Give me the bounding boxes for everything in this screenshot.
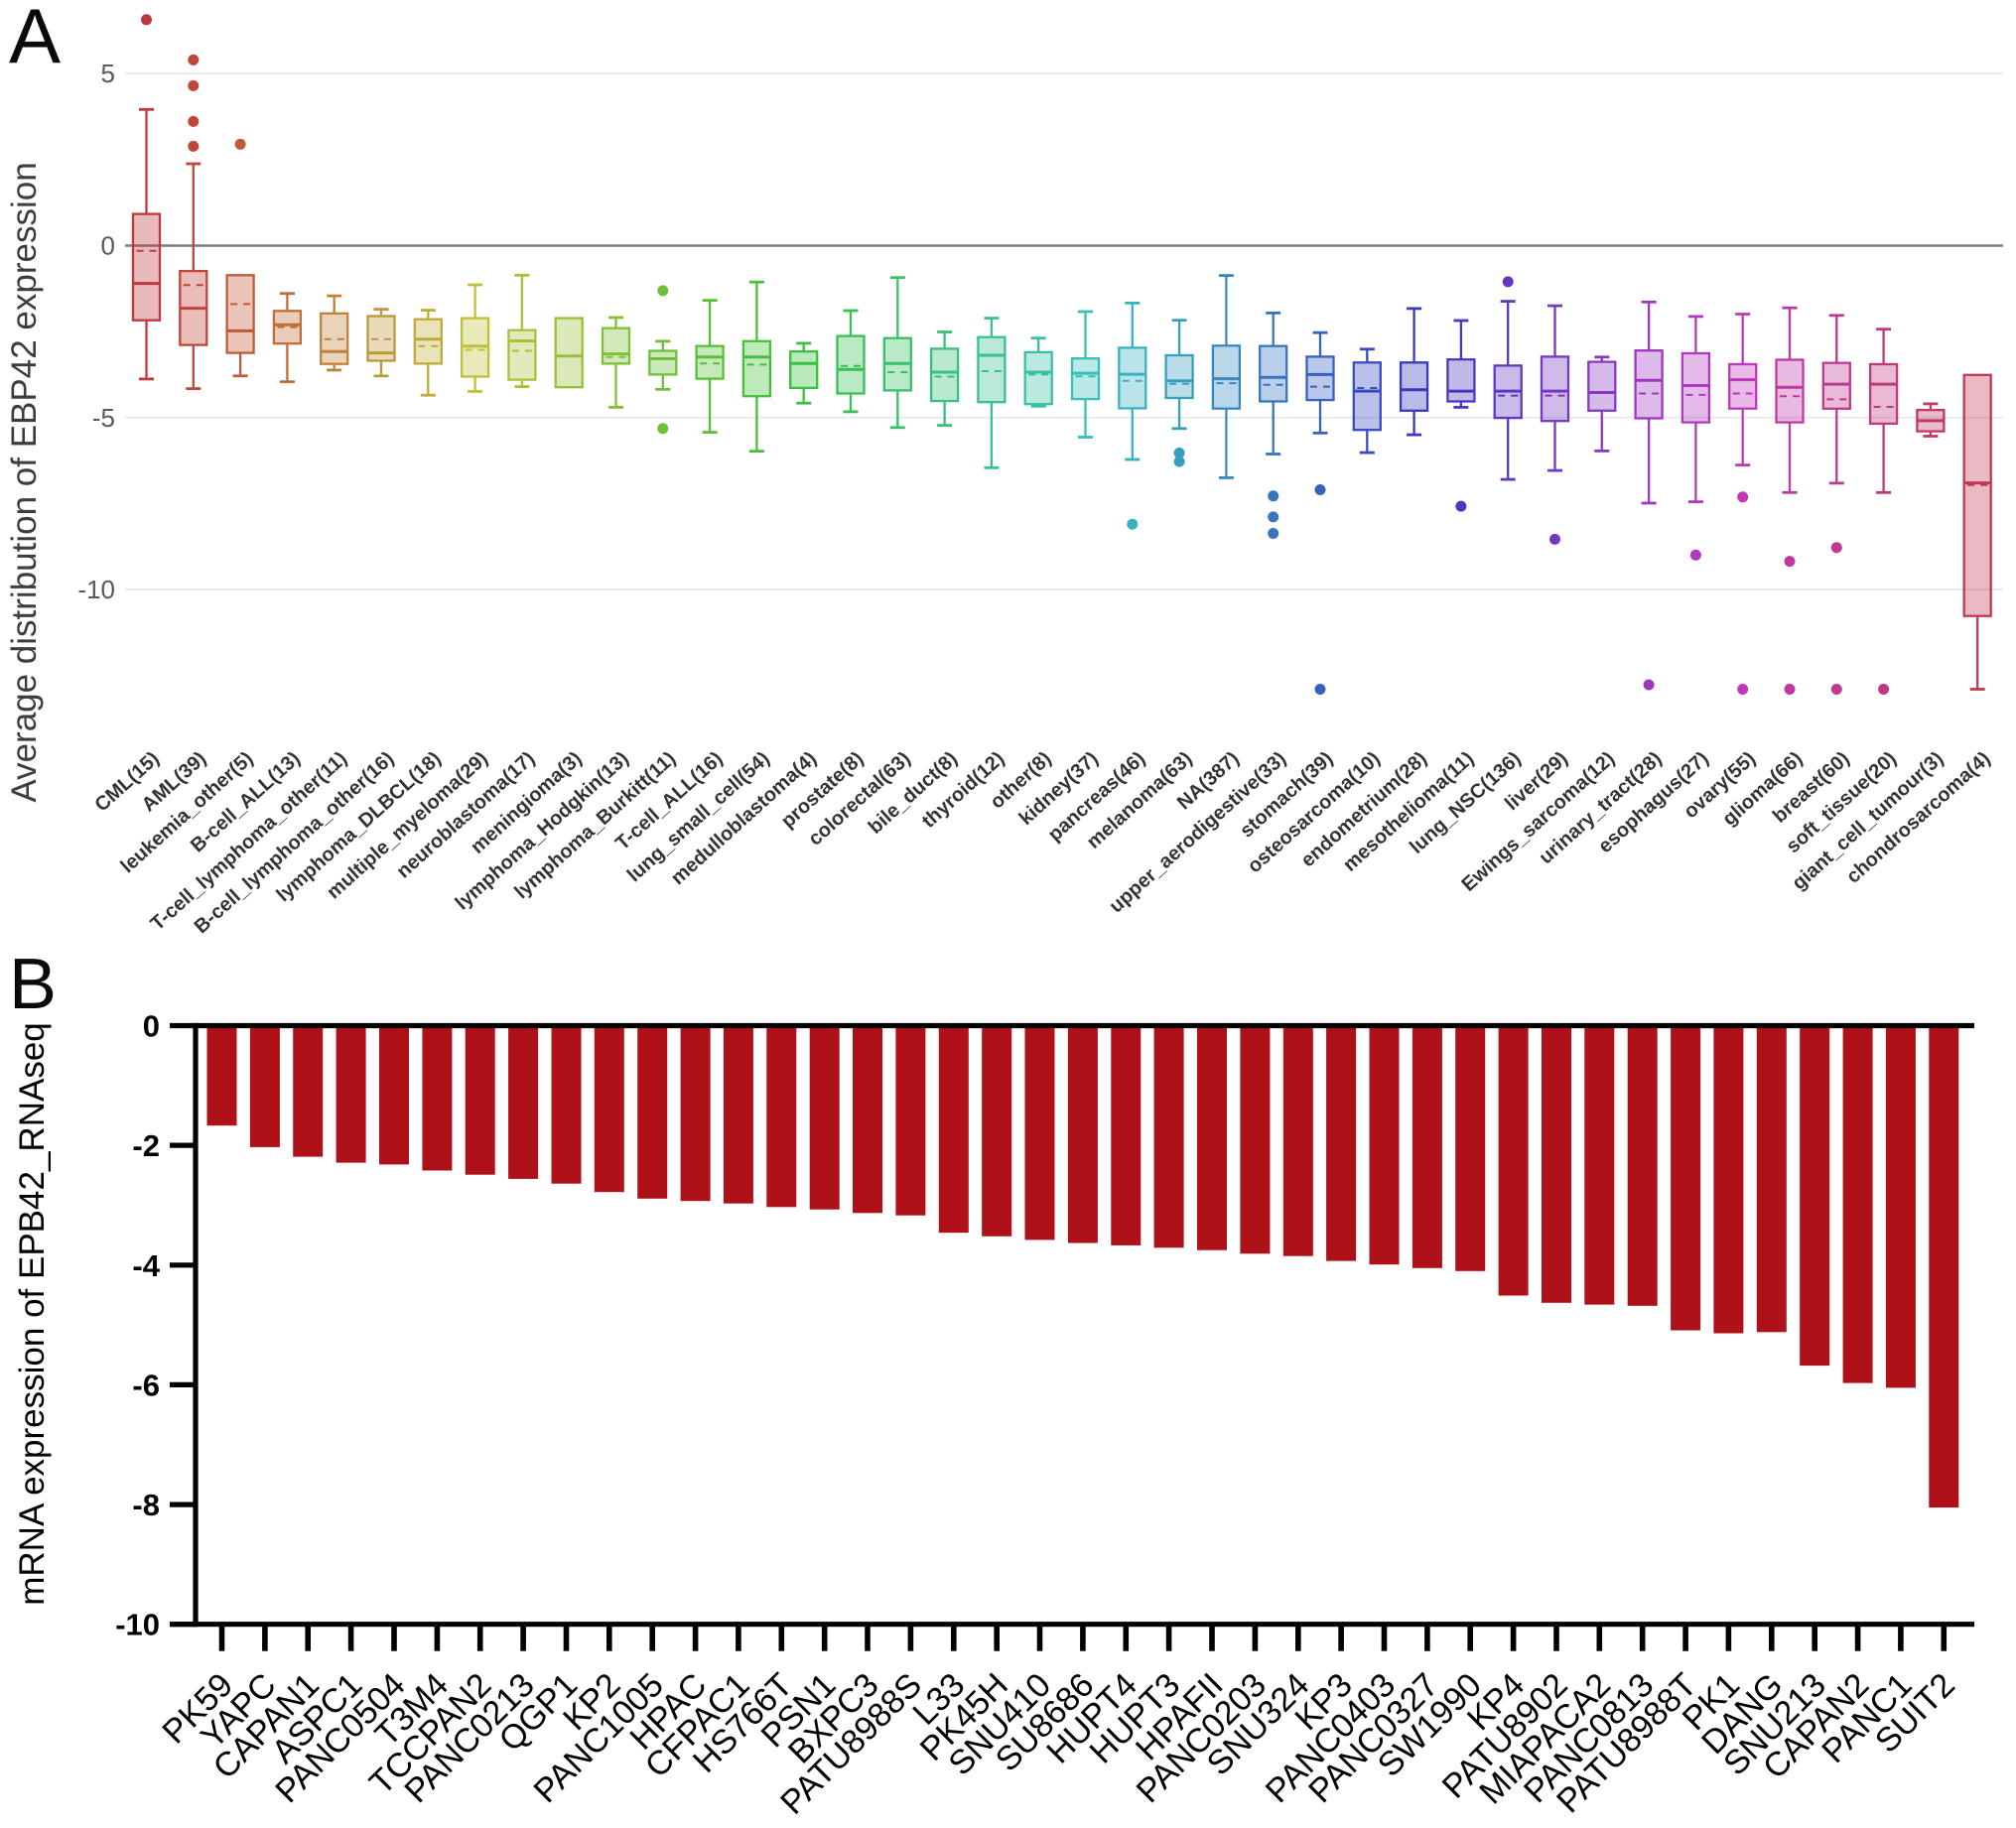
svg-text:-2: -2 [132, 1128, 160, 1163]
svg-text:0: 0 [143, 1009, 160, 1044]
svg-text:5: 5 [101, 59, 115, 88]
svg-text:mRNA expression of EPB42_RNAse: mRNA expression of EPB42_RNAseq [13, 1022, 52, 1606]
svg-text:-10: -10 [77, 575, 115, 604]
svg-text:-10: -10 [115, 1608, 160, 1642]
svg-text:0: 0 [101, 231, 115, 261]
svg-text:B: B [9, 945, 57, 1024]
svg-text:Average distribution of EBP42: Average distribution of EBP42 expression [5, 162, 44, 802]
svg-text:A: A [9, 0, 61, 79]
svg-text:-4: -4 [132, 1248, 160, 1283]
svg-text:-6: -6 [132, 1368, 160, 1402]
svg-text:-5: -5 [92, 403, 115, 433]
svg-text:-8: -8 [132, 1488, 160, 1522]
